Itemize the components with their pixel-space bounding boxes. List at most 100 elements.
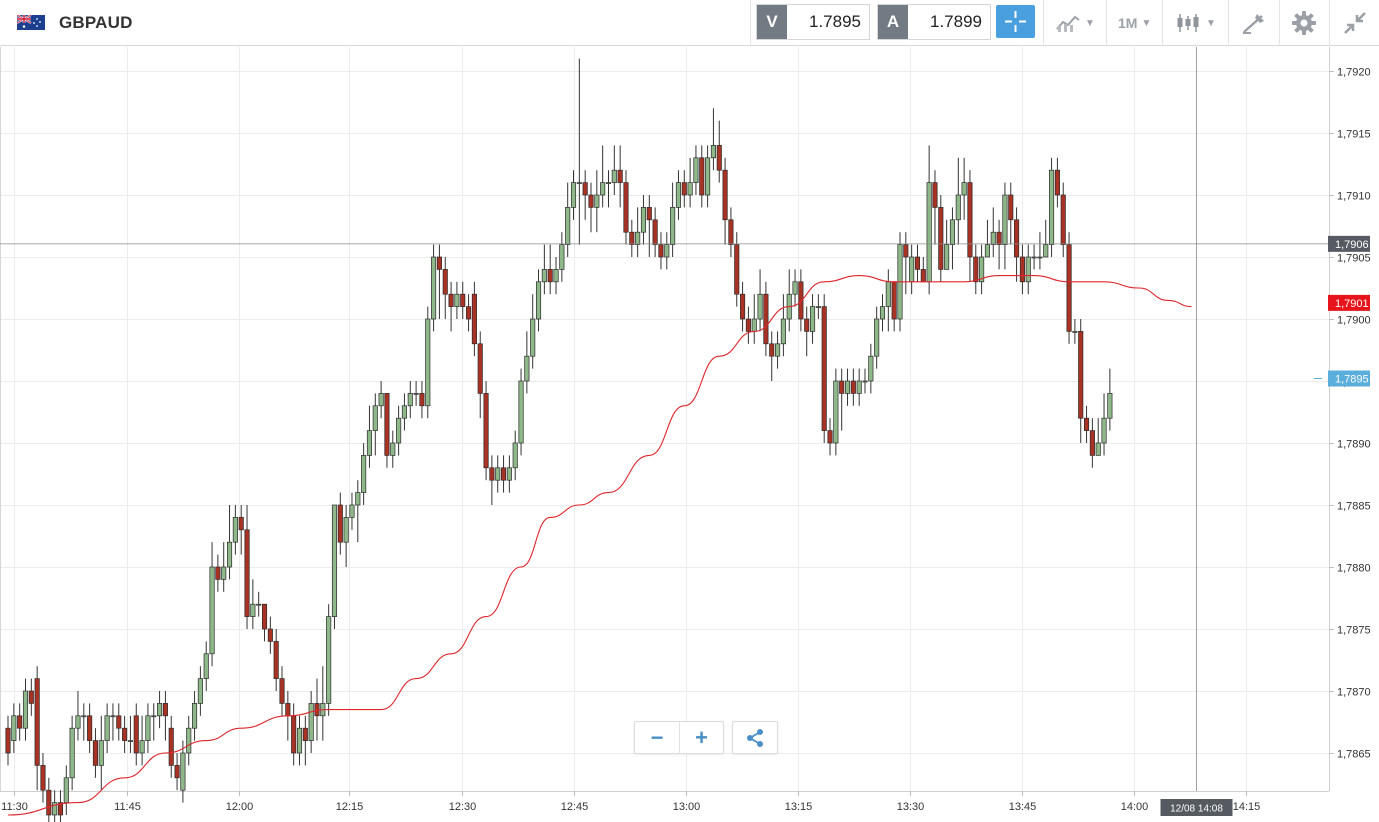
candle	[11, 703, 17, 753]
candle-body-up	[775, 343, 781, 357]
candle-body-up	[63, 777, 69, 803]
candle	[967, 170, 973, 282]
candle-body-down	[34, 678, 40, 766]
crosshair-price-badge-box	[1328, 235, 1370, 252]
candle-body-up	[495, 467, 501, 481]
candle-body-up	[605, 182, 612, 184]
candle-body-up	[431, 256, 437, 320]
chevron-down-icon: ▼	[1206, 17, 1216, 29]
candle	[75, 691, 81, 741]
candle	[990, 207, 996, 257]
candle-body-down	[798, 281, 804, 320]
candle-body-down	[1008, 194, 1014, 221]
price-axis: 1,7865 1,7870 1,7875 1,7880 1,7885 1,7890 1,78…	[1329, 67, 1371, 761]
candle	[180, 740, 186, 803]
candle-body-up	[104, 715, 110, 741]
chart-type-button[interactable]: ▼	[1176, 8, 1216, 38]
candle-body-down	[162, 703, 168, 717]
candle	[926, 145, 932, 295]
candle-body-down	[87, 715, 93, 741]
candle	[821, 294, 827, 443]
candle	[675, 170, 682, 220]
candle	[1031, 244, 1037, 270]
candle-body-down	[740, 293, 746, 320]
candle-body-up	[815, 306, 821, 308]
candle-body-down	[17, 715, 23, 729]
candle-body-up	[944, 244, 950, 270]
candle	[466, 294, 472, 332]
candle-body-up	[75, 715, 81, 729]
timeframe-button[interactable]: 1M ▼	[1118, 8, 1151, 38]
candle	[775, 331, 781, 369]
candle	[28, 678, 34, 716]
timeframe-label: 1M	[1118, 15, 1138, 31]
candle	[34, 666, 40, 791]
candle	[495, 455, 501, 493]
share-button[interactable]	[733, 722, 777, 753]
candle	[442, 257, 448, 319]
share-controls	[732, 721, 778, 754]
candle	[425, 306, 431, 419]
candle-body-up	[518, 380, 524, 444]
candle-body-down	[973, 256, 979, 283]
candle	[693, 145, 699, 195]
candle	[815, 294, 821, 319]
candle	[973, 244, 979, 295]
candle-body-down	[337, 504, 343, 543]
candle	[343, 505, 349, 567]
candle	[839, 368, 845, 431]
candle	[635, 207, 641, 257]
candle	[920, 257, 926, 283]
settings-button[interactable]	[1291, 8, 1317, 38]
candle-body-up	[361, 455, 367, 493]
candle-body-up	[197, 678, 203, 704]
fullscreen-segment	[1329, 0, 1379, 46]
candle-body-up	[250, 603, 256, 617]
candle	[530, 294, 536, 369]
candle	[460, 281, 466, 319]
candle-body-up	[11, 715, 17, 741]
candle	[384, 393, 390, 468]
price-chart[interactable]: 1,7865 1,7870 1,7875 1,7880 1,7885 1,7890 1,78…	[0, 47, 1379, 822]
candle	[81, 703, 87, 741]
candle	[903, 232, 909, 295]
candle-body-down	[436, 256, 442, 270]
candle	[570, 170, 577, 220]
candle-body-down	[699, 157, 705, 196]
candle-body-down	[722, 169, 728, 221]
crosshair	[0, 47, 1329, 791]
gear-icon	[1292, 11, 1316, 35]
drawing-tools-button[interactable]	[1241, 8, 1267, 38]
candle	[69, 715, 75, 791]
sell-label: V	[757, 5, 787, 39]
moving-average-badge: 1,7901	[1328, 294, 1370, 311]
candle-body-down	[314, 703, 320, 717]
candle	[938, 195, 944, 282]
candle	[809, 294, 816, 344]
candle	[827, 418, 833, 456]
candle	[1095, 418, 1101, 456]
buy-price-button[interactable]: A 1.7899	[877, 4, 991, 40]
candle	[477, 331, 483, 419]
fullscreen-button[interactable]	[1342, 8, 1368, 38]
indicators-button[interactable]: ▼	[1055, 8, 1095, 38]
candle-body-up	[139, 740, 145, 754]
candle	[541, 244, 547, 295]
candle-body-up	[710, 145, 716, 159]
candle	[979, 244, 985, 295]
candle-body-up	[232, 517, 238, 543]
candle-body-down	[1083, 417, 1090, 431]
time-tick-label: 13:30	[897, 801, 925, 813]
candle	[372, 393, 378, 456]
candle	[501, 455, 507, 493]
collapse-icon	[1344, 12, 1366, 34]
crosshair-button[interactable]	[996, 5, 1035, 38]
candle	[151, 703, 157, 741]
zoom-in-button[interactable]: +	[679, 722, 723, 753]
candle-body-up	[687, 182, 693, 196]
zoom-out-button[interactable]: −	[650, 724, 664, 750]
sell-price-button[interactable]: V 1.7895	[756, 4, 870, 40]
candle-body-up	[454, 293, 460, 307]
candle-body-up	[506, 467, 512, 481]
